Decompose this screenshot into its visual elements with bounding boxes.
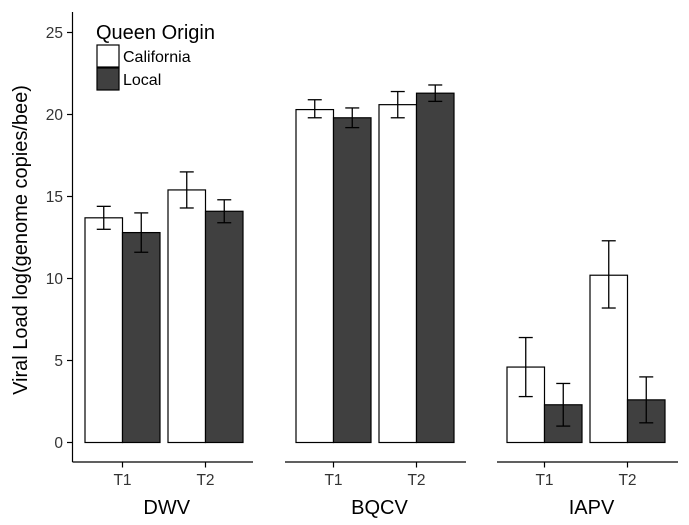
legend-label-local: Local xyxy=(123,72,161,89)
bar-dwv-t2-california xyxy=(167,189,207,444)
legend-swatch-california xyxy=(96,44,120,68)
y-tick-label: 25 xyxy=(46,25,63,42)
y-tick-label: 0 xyxy=(54,435,63,452)
legend: Queen Origin California Local xyxy=(90,14,250,94)
legend-label-california: California xyxy=(123,49,191,66)
y-axis: 0 5 10 15 20 25 xyxy=(46,12,74,462)
panel-label-iapv: IAPV xyxy=(569,497,615,519)
x-tick-label: T2 xyxy=(618,472,636,489)
bar-bqcv-t2-california xyxy=(378,104,418,444)
y-tick-label: 15 xyxy=(46,189,63,206)
legend-title: Queen Origin xyxy=(96,22,215,44)
x-tick-label: T2 xyxy=(196,472,214,489)
panel-label-bqcv: BQCV xyxy=(351,497,408,519)
bar-bqcv-t2-local xyxy=(415,92,455,444)
bar-bqcv-t1-local xyxy=(332,117,372,444)
panel-dwv: T1 T2 DWV xyxy=(72,171,253,519)
panel-bqcv: T1 T2 BQCV xyxy=(285,84,466,519)
x-tick-label: T1 xyxy=(535,472,553,489)
legend-swatch-local xyxy=(96,67,120,91)
bar-dwv-t1-california xyxy=(84,217,124,444)
y-axis-label: Viral Load log(genome copies/bee) xyxy=(10,85,32,395)
bar-bqcv-t1-california xyxy=(295,108,335,444)
bar-dwv-t2-local xyxy=(204,210,244,444)
bar-dwv-t1-local xyxy=(121,231,161,444)
y-tick-label: 20 xyxy=(46,107,64,124)
x-tick-label: T1 xyxy=(324,472,342,489)
x-tick-label: T1 xyxy=(113,472,131,489)
y-tick-label: 10 xyxy=(46,271,64,288)
y-tick-label: 5 xyxy=(54,353,63,370)
panel-label-dwv: DWV xyxy=(143,497,190,519)
x-tick-label: T2 xyxy=(407,472,425,489)
